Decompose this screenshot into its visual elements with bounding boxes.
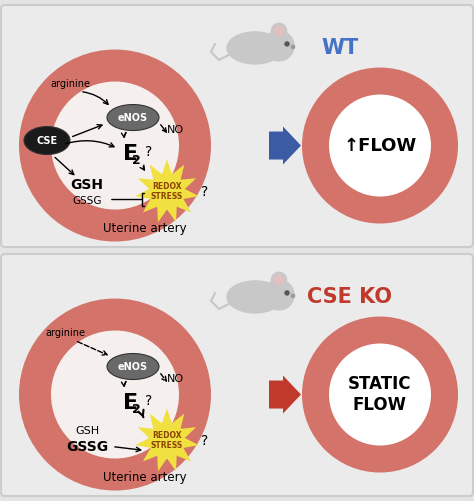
Text: eNOS: eNOS <box>118 362 148 372</box>
Text: STATIC
FLOW: STATIC FLOW <box>348 375 412 414</box>
Text: ?: ? <box>146 144 153 158</box>
FancyArrow shape <box>269 127 301 164</box>
Text: GSSG: GSSG <box>66 439 108 453</box>
Text: arginine: arginine <box>50 79 90 89</box>
Text: eNOS: eNOS <box>118 113 148 123</box>
Text: CSE: CSE <box>36 135 57 145</box>
Circle shape <box>51 82 179 209</box>
Text: REDOX
STRESS: REDOX STRESS <box>151 431 183 450</box>
Text: ?: ? <box>146 393 153 407</box>
Circle shape <box>272 273 287 288</box>
Polygon shape <box>135 408 199 471</box>
Text: WT: WT <box>321 38 359 58</box>
Circle shape <box>264 31 294 61</box>
Circle shape <box>285 42 289 46</box>
FancyBboxPatch shape <box>1 5 473 247</box>
Text: 2: 2 <box>132 154 140 167</box>
Text: E: E <box>123 143 138 163</box>
Text: arginine: arginine <box>45 328 85 338</box>
FancyArrow shape <box>269 376 301 413</box>
Text: GSH: GSH <box>75 425 99 435</box>
Text: GSH: GSH <box>71 177 103 191</box>
Circle shape <box>274 275 284 285</box>
Ellipse shape <box>227 32 283 64</box>
Circle shape <box>302 317 458 472</box>
Ellipse shape <box>24 127 70 154</box>
Circle shape <box>51 331 179 458</box>
Circle shape <box>19 50 211 241</box>
Ellipse shape <box>107 354 159 380</box>
Circle shape <box>264 280 294 310</box>
Text: Uterine artery: Uterine artery <box>103 222 187 235</box>
Text: ?: ? <box>201 433 209 447</box>
Circle shape <box>19 299 211 490</box>
Circle shape <box>292 294 295 298</box>
Circle shape <box>329 95 431 196</box>
Text: ?: ? <box>201 184 209 198</box>
Text: NO: NO <box>166 125 183 135</box>
FancyBboxPatch shape <box>1 254 473 496</box>
Circle shape <box>302 68 458 223</box>
Polygon shape <box>135 159 199 222</box>
Text: NO: NO <box>166 374 183 384</box>
Circle shape <box>272 24 287 39</box>
Text: Uterine artery: Uterine artery <box>103 471 187 484</box>
Ellipse shape <box>107 105 159 131</box>
Text: ↑FLOW: ↑FLOW <box>343 136 417 154</box>
Text: E: E <box>123 392 138 412</box>
Ellipse shape <box>227 281 283 313</box>
Text: GSSG: GSSG <box>72 195 102 205</box>
Text: CSE KO: CSE KO <box>308 287 392 307</box>
Text: REDOX
STRESS: REDOX STRESS <box>151 182 183 201</box>
Text: 2: 2 <box>132 403 140 416</box>
Circle shape <box>274 26 284 36</box>
Circle shape <box>329 344 431 445</box>
Circle shape <box>285 291 289 295</box>
Circle shape <box>292 45 295 49</box>
